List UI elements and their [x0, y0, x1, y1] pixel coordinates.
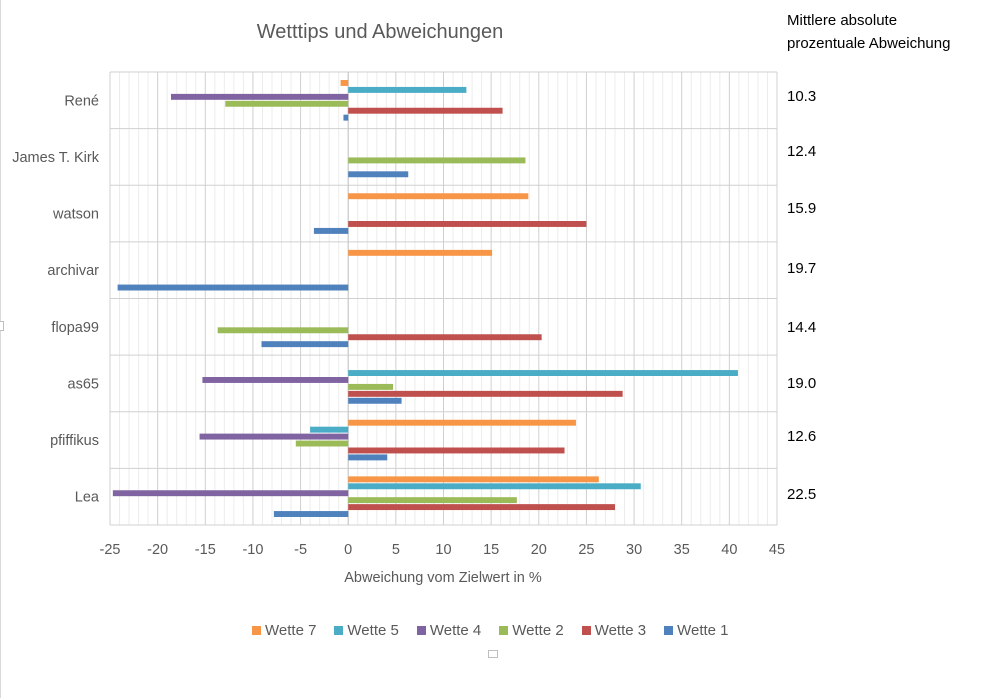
x-tick-label: 5	[392, 542, 400, 558]
bar-wette-2[interactable]	[225, 100, 349, 107]
x-tick-label: -10	[242, 542, 263, 558]
bar-wette-2[interactable]	[295, 440, 349, 447]
bar-wette-5[interactable]	[310, 426, 349, 433]
mean-deviation-value: 19.7	[787, 260, 817, 277]
bars	[112, 80, 738, 517]
gridlines	[109, 71, 778, 526]
mean-deviation-value: 22.5	[787, 486, 817, 503]
x-tick-label: -15	[195, 542, 216, 558]
category-label: pfiffikus	[50, 433, 99, 449]
category-label: Lea	[75, 490, 100, 506]
x-tick-label: 10	[435, 542, 451, 558]
mean-deviation-value: 14.4	[787, 319, 817, 336]
legend-label: Wette 1	[677, 622, 729, 639]
bar-wette-7[interactable]	[348, 476, 599, 483]
bar-wette-1[interactable]	[343, 114, 349, 121]
side-header-line2: prozentuale Abweichung	[787, 35, 951, 52]
bar-wette-7[interactable]	[340, 80, 349, 86]
legend-label: Wette 5	[347, 622, 399, 639]
bar-wette-4[interactable]	[112, 490, 349, 497]
legend-item[interactable]: Wette 4	[416, 622, 482, 639]
bar-wette-7[interactable]	[348, 419, 576, 426]
bar-wette-2[interactable]	[348, 497, 517, 504]
legend-item[interactable]: Wette 7	[252, 622, 316, 639]
legend-swatch	[664, 626, 674, 635]
chart-frame[interactable]	[0, 0, 781, 698]
bar-wette-7[interactable]	[348, 249, 493, 256]
bar-wette-4[interactable]	[202, 377, 349, 383]
x-tick-label: 20	[531, 542, 547, 558]
mean-deviation-value: 19.0	[787, 375, 817, 392]
chart-title: Wetttips und Abweichungen	[257, 21, 503, 43]
legend-swatch	[416, 626, 426, 635]
x-tick-label: -20	[147, 542, 168, 558]
mean-deviation-value: 12.6	[787, 428, 817, 445]
bar-wette-2[interactable]	[217, 327, 349, 334]
category-label: James T. Kirk	[12, 150, 100, 166]
legend-label: Wette 3	[594, 622, 647, 639]
x-tick-label: 35	[674, 542, 690, 558]
x-tick-labels: -25 -20 -15 -10 -5 0 5 10 15 20 25 30 35 40 45	[100, 542, 786, 558]
bar-wette-2[interactable]	[348, 383, 393, 390]
bar-wette-5[interactable]	[348, 86, 467, 93]
x-tick-label: 40	[721, 542, 737, 558]
x-tick-label: 0	[344, 542, 352, 558]
bar-wette-1[interactable]	[117, 284, 349, 291]
x-tick-label: -25	[100, 542, 121, 558]
bar-wette-5[interactable]	[348, 483, 641, 490]
bar-wette-1[interactable]	[273, 511, 349, 517]
bar-wette-1[interactable]	[348, 171, 409, 178]
category-label: René	[64, 93, 99, 109]
legend-swatch	[499, 626, 509, 635]
bar-wette-4[interactable]	[170, 93, 349, 100]
side-panel-header: Mittlere absolute prozentuale Abweichung	[787, 9, 950, 55]
bar-wette-3[interactable]	[348, 390, 623, 397]
legend-item[interactable]: Wette 5	[334, 622, 399, 639]
mean-deviation-value: 10.3	[787, 88, 817, 105]
category-label: as65	[68, 376, 99, 392]
legend-swatch	[334, 626, 344, 635]
legend-label: Wette 7	[265, 622, 317, 639]
category-label: archivar	[47, 263, 99, 279]
bar-wette-1[interactable]	[313, 227, 349, 234]
bar-wette-4[interactable]	[199, 433, 349, 440]
bar-chart: Wetttips und Abweichungen -25 -20 -15 -10 -5…	[12, 21, 786, 586]
x-tick-label: 45	[769, 542, 785, 558]
bar-wette-1[interactable]	[348, 454, 388, 461]
bar-wette-3[interactable]	[348, 107, 503, 114]
bar-wette-3[interactable]	[348, 334, 542, 341]
x-tick-label: 30	[626, 542, 642, 558]
legend-swatch	[581, 626, 591, 635]
x-tick-label: 15	[483, 542, 499, 558]
x-axis-title: Abweichung vom Zielwert in %	[344, 570, 542, 586]
legend-item[interactable]: Wette 1	[664, 622, 729, 639]
bar-wette-1[interactable]	[348, 397, 402, 404]
mean-deviation-value: 12.4	[787, 143, 817, 160]
bar-wette-3[interactable]	[348, 221, 587, 227]
x-tick-label: 25	[578, 542, 594, 558]
bar-wette-1[interactable]	[261, 341, 349, 348]
bar-wette-3[interactable]	[348, 504, 616, 511]
category-label: flopa99	[51, 320, 99, 336]
legend-label: Wette 2	[512, 622, 564, 639]
mean-deviation-value: 15.9	[787, 200, 817, 217]
bar-wette-3[interactable]	[348, 447, 565, 454]
legend-item[interactable]: Wette 2	[499, 622, 564, 639]
x-tick-label: -5	[294, 542, 307, 558]
bar-wette-5[interactable]	[348, 370, 738, 376]
legend-label: Wette 4	[429, 622, 482, 639]
bar-wette-7[interactable]	[348, 193, 529, 200]
legend-swatch	[252, 626, 261, 635]
bar-wette-2[interactable]	[348, 157, 526, 164]
category-label: watson	[52, 207, 99, 223]
category-labels: René James T. Kirk watson archivar flopa99 as…	[12, 93, 100, 505]
resize-handle-left[interactable]	[0, 321, 4, 331]
side-header-line1: Mittlere absolute	[787, 12, 898, 29]
legend: Wette 7 Wette 5 Wette 4 Wette 2 Wette 3 Wette…	[252, 622, 747, 639]
legend-item[interactable]: Wette 3	[581, 622, 647, 639]
